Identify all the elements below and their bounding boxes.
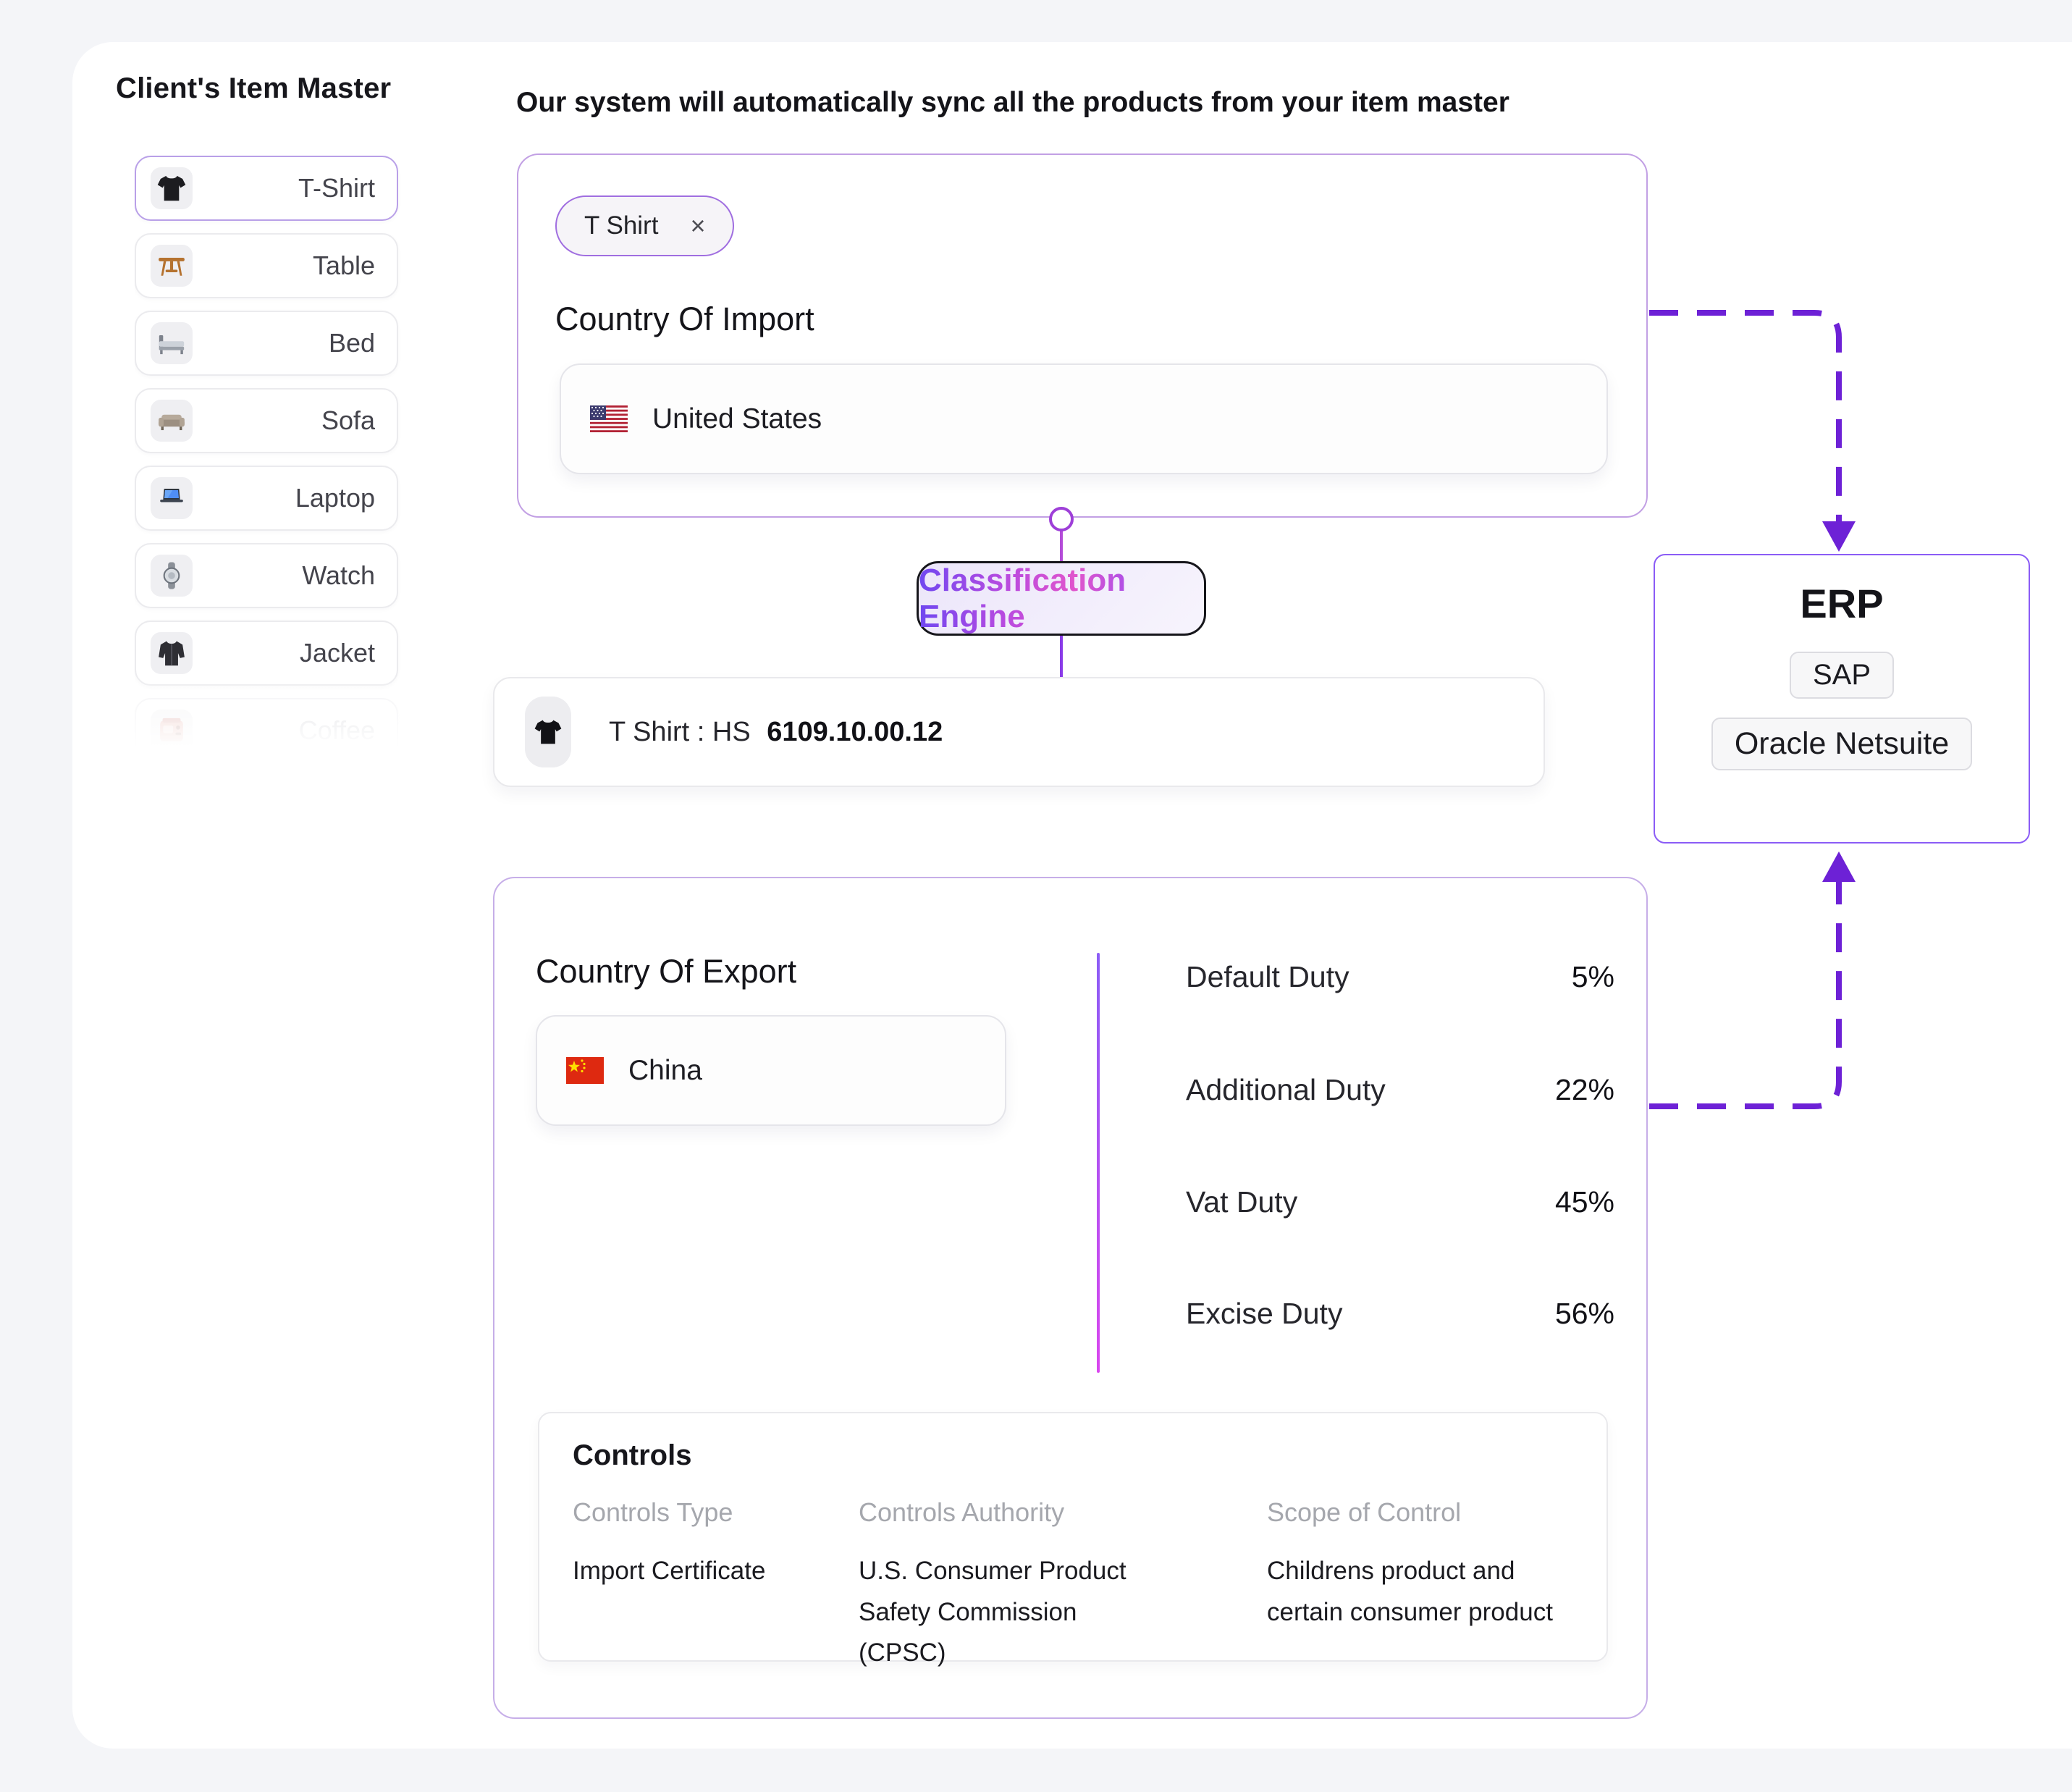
erp-system-oracle-netsuite[interactable]: Oracle Netsuite	[1711, 718, 1973, 770]
erp-box: ERP SAP Oracle Netsuite	[1654, 554, 2030, 844]
sofa-icon	[151, 400, 193, 442]
erp-title: ERP	[1800, 581, 1884, 626]
controls-title: Controls	[573, 1439, 692, 1471]
watch-icon	[151, 555, 193, 597]
tshirt-icon	[525, 697, 571, 767]
duty-value: 22%	[1554, 1072, 1614, 1106]
vertical-divider	[1097, 953, 1100, 1373]
duty-row: Excise Duty 56%	[1186, 1293, 1614, 1334]
controls-column-header: Scope of Control	[1267, 1497, 1462, 1527]
import-country-value: United States	[652, 403, 822, 434]
us-flag-icon	[590, 405, 628, 432]
country-of-export-label: Country Of Export	[536, 953, 797, 990]
close-icon[interactable]: ×	[690, 211, 706, 240]
classification-engine-label: Classification Engine	[919, 563, 1204, 635]
laptop-icon	[151, 477, 193, 519]
jacket-icon	[151, 632, 193, 674]
duty-label: Excise Duty	[1186, 1296, 1343, 1330]
hs-result-row: T Shirt : HS 6109.10.00.12	[493, 677, 1545, 787]
product-chip[interactable]: T Shirt ×	[555, 195, 735, 256]
sidebar-item-label: T-Shirt	[298, 173, 375, 203]
sidebar-item-label: Laptop	[295, 483, 375, 513]
classification-engine-node: Classification Engine	[917, 561, 1206, 636]
duty-value: 56%	[1554, 1296, 1614, 1330]
hs-result-text: T Shirt : HS 6109.10.00.12	[609, 717, 943, 748]
country-of-import-label: Country Of Import	[555, 300, 814, 337]
sidebar-item-label: Sofa	[321, 405, 375, 435]
controls-column-value: U.S. Consumer Product Safety Commission …	[859, 1557, 1126, 1667]
duty-label: Additional Duty	[1186, 1072, 1386, 1106]
controls-column-header: Controls Type	[573, 1497, 733, 1527]
export-country-select[interactable]: China	[536, 1015, 1006, 1126]
sidebar-item-sofa[interactable]: Sofa	[135, 388, 398, 453]
connector-dot	[1049, 507, 1074, 531]
duty-row: Default Duty 5%	[1186, 956, 1614, 997]
duty-label: Default Duty	[1186, 959, 1349, 993]
sidebar-item-label: Watch	[302, 560, 375, 590]
controls-column-header: Controls Authority	[859, 1497, 1065, 1527]
duty-label: Vat Duty	[1186, 1185, 1298, 1219]
duty-row: Additional Duty 22%	[1186, 1069, 1614, 1110]
page-title: Our system will automatically sync all t…	[516, 87, 1509, 118]
sidebar-item-label: Bed	[328, 328, 375, 358]
duty-row: Vat Duty 45%	[1186, 1182, 1614, 1222]
sidebar-fade-overlay	[135, 670, 404, 765]
sidebar-item-label: Table	[312, 251, 375, 280]
erp-system-sap[interactable]: SAP	[1789, 652, 1895, 699]
hs-code: 6109.10.00.12	[767, 716, 943, 747]
bed-icon	[151, 322, 193, 364]
controls-box	[538, 1412, 1608, 1662]
china-flag-icon	[566, 1057, 604, 1084]
hs-prefix: T Shirt : HS	[609, 716, 751, 747]
sidebar-item-bed[interactable]: Bed	[135, 311, 398, 376]
controls-column-value: Childrens product and certain consumer p…	[1267, 1557, 1553, 1626]
sidebar-item-watch[interactable]: Watch	[135, 543, 398, 608]
sidebar-item-laptop[interactable]: Laptop	[135, 466, 398, 531]
controls-column-value: Import Certificate	[573, 1557, 766, 1585]
duty-value: 5%	[1571, 959, 1614, 993]
sidebar-item-label: Jacket	[299, 638, 375, 668]
tshirt-icon	[151, 167, 193, 209]
export-country-value: China	[628, 1054, 702, 1086]
sidebar-item-table[interactable]: Table	[135, 233, 398, 298]
table-icon	[151, 245, 193, 287]
product-chip-label: T Shirt	[584, 211, 659, 240]
duty-value: 45%	[1554, 1185, 1614, 1219]
sidebar-item-tshirt[interactable]: T-Shirt	[135, 156, 398, 221]
import-country-select[interactable]: United States	[560, 363, 1608, 474]
sidebar-title: Client's Item Master	[116, 72, 392, 104]
